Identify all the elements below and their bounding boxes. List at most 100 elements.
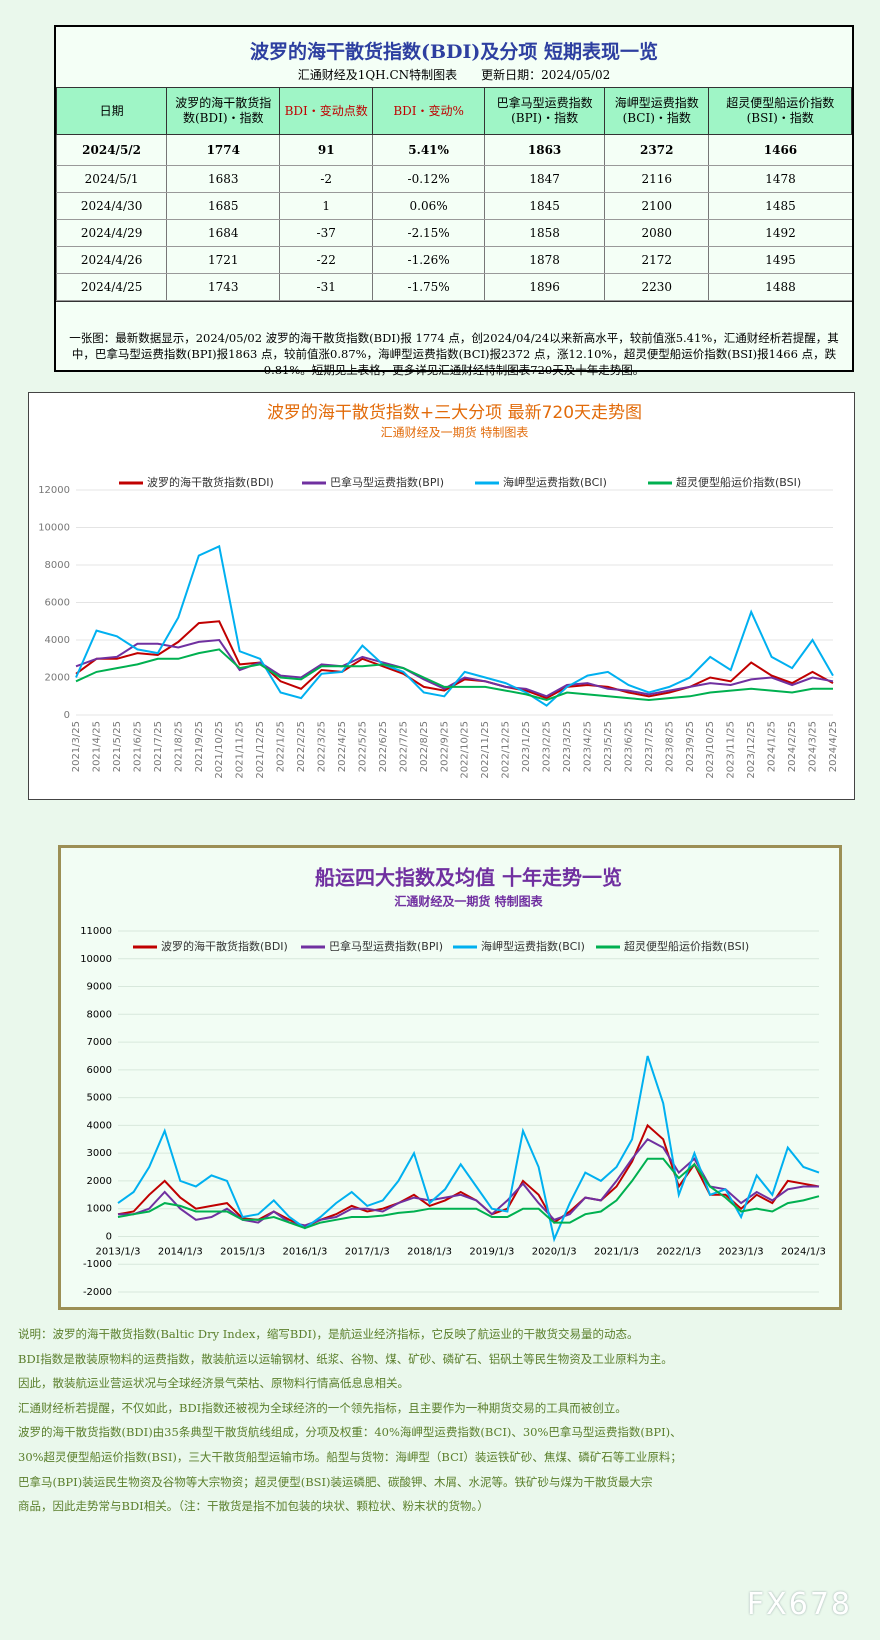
- chart-box: 0 2000 4000 6000 8000 10000 12000 2021/3/25 2021…: [28, 392, 855, 800]
- cell: 5.41%: [372, 134, 485, 166]
- column-header: 超灵便型船运价指数(BSI)・指数: [708, 87, 852, 135]
- y-tick-label: 8000: [45, 560, 70, 571]
- x-tick-label: 2022/10/25: [460, 721, 471, 779]
- series-line: [117, 1157, 820, 1230]
- y-tick-label: 5000: [87, 1093, 112, 1104]
- y-tick-label: 12000: [38, 485, 70, 496]
- y-tick-label: -1000: [83, 1259, 112, 1270]
- description: 说明：波罗的海干散货指数(Baltic Dry Index，缩写BDI)，是航运…: [18, 1322, 868, 1519]
- x-tick-label: 2022/12/25: [501, 721, 512, 779]
- y-tick-label: 0: [64, 710, 70, 721]
- legend-label: 波罗的海干散货指数(BDI): [161, 939, 288, 953]
- chart-title: 船运四大指数及均值 十年走势一览: [315, 866, 622, 890]
- x-tick-label: 2021/7/25: [153, 721, 164, 772]
- note: 一张图：最新数据显示，2024/05/02 波罗的海干散货指数(BDI)报 17…: [56, 301, 852, 378]
- cell: 1492: [708, 219, 852, 247]
- cell: 1845: [484, 192, 605, 220]
- y-tick-label: 2000: [45, 673, 70, 684]
- x-tick-label: 2022/8/25: [419, 721, 430, 772]
- cell: 1478: [708, 165, 852, 193]
- cell: 0.06%: [372, 192, 485, 220]
- x-tick-label: 2021/5/25: [112, 721, 123, 772]
- cell: -0.12%: [372, 165, 485, 193]
- chart-subtitle: 汇通财经及一期货 特制图表: [381, 425, 529, 440]
- y-tick-label: 3000: [87, 1148, 112, 1159]
- x-tick-label: 2022/1/3: [656, 1246, 701, 1257]
- watermark: FX678: [746, 1587, 852, 1622]
- x-tick-label: 2021/6/25: [132, 721, 143, 772]
- source: 汇通财经及1QH.CN特制图表: [297, 68, 458, 82]
- table-title: 波罗的海干散货指数(BDI)及分项 短期表现一览: [249, 41, 659, 63]
- description-line: 商品，因此走势常与BDI相关。（注：干散货是指不加包装的块状、颗粒状、粉末状的货…: [18, 1499, 489, 1514]
- y-tick-label: 4000: [45, 635, 70, 646]
- column-header: BDI・变动点数: [279, 87, 374, 135]
- cell: 1485: [708, 192, 852, 220]
- x-tick-label: 2014/1/3: [158, 1246, 203, 1257]
- cell: 1878: [484, 246, 605, 274]
- legend-label: 超灵便型船运价指数(BSI): [624, 939, 749, 953]
- table-row: 2024/4/26 1721 -22 -1.26% 1878 2172 1495: [55, 246, 852, 274]
- x-tick-label: 2023/8/25: [664, 721, 675, 772]
- x-tick-label: 2023/9/25: [685, 721, 696, 772]
- column-header: BDI・变动%: [372, 87, 486, 135]
- x-tick-label: 2015/1/3: [220, 1246, 265, 1257]
- description-line: 巴拿马(BPI)装运民生物资及谷物等大宗物资；超灵便型(BSI)装运磷肥、碳酸钾…: [18, 1474, 653, 1489]
- x-tick-label: 2022/2/25: [296, 721, 307, 772]
- x-tick-label: 2022/6/25: [378, 721, 389, 772]
- column-header: 波罗的海干散货指数(BDI)・指数: [166, 87, 281, 135]
- x-tick-label: 2022/4/25: [337, 721, 348, 772]
- description-line: 说明：波罗的海干散货指数(Baltic Dry Index，缩写BDI)，是航运…: [18, 1327, 639, 1341]
- column-header: 巴拿马型运费指数(BPI)・指数: [484, 87, 606, 135]
- legend-label: 波罗的海干散货指数(BDI): [147, 475, 274, 489]
- cell: -1.26%: [372, 246, 485, 274]
- x-tick-label: 2024/1/3: [781, 1246, 826, 1257]
- legend-label: 巴拿马型运费指数(BPI): [329, 939, 443, 953]
- x-tick-label: 2022/1/25: [276, 721, 287, 772]
- x-tick-label: 2023/10/25: [705, 721, 716, 779]
- y-tick-label: 9000: [87, 982, 112, 993]
- cell: 1: [279, 192, 373, 220]
- cell: 2024/4/30: [55, 192, 167, 220]
- cell: 2116: [604, 165, 709, 193]
- cell: 1896: [484, 273, 605, 301]
- x-tick-label: 2021/11/25: [235, 721, 246, 779]
- x-tick-label: 2022/9/25: [439, 721, 450, 772]
- x-tick-label: 2022/3/25: [317, 721, 328, 772]
- x-tick-label: 2023/1/3: [719, 1246, 764, 1257]
- cell: 2100: [604, 192, 709, 220]
- cell: 2024/4/26: [55, 246, 167, 274]
- x-tick-label: 2020/1/3: [532, 1246, 577, 1257]
- chart: 0 2000 4000 6000 8000 10000 12000 2021/3/25 2021…: [38, 403, 839, 779]
- legend-label: 超灵便型船运价指数(BSI): [676, 475, 801, 489]
- cell: 2024/4/25: [55, 273, 167, 301]
- cell: 1721: [166, 246, 280, 274]
- legend-label: 海岬型运费指数(BCI): [481, 939, 585, 953]
- description-line: 因此，散装航运业营运状况与全球经济景气荣枯、原物料行情高低息息相关。: [18, 1376, 409, 1391]
- x-tick-label: 2021/1/3: [594, 1246, 639, 1257]
- series-line: [75, 648, 833, 702]
- cell: 1685: [166, 192, 280, 220]
- chart-title: 波罗的海干散货指数+三大分项 最新720天走势图: [267, 403, 642, 423]
- x-tick-label: 2024/2/25: [787, 721, 798, 772]
- y-tick-label: 4000: [87, 1120, 112, 1131]
- x-tick-label: 2023/11/25: [726, 721, 737, 779]
- description-line: 波罗的海干散货指数(BDI)由35条典型干散货航线组成，分项及权重：40%海岬型…: [18, 1425, 682, 1440]
- table-row: 2024/5/1 1683 -2 -0.12% 1847 2116 1478: [55, 165, 852, 193]
- cell: 1495: [708, 246, 852, 274]
- y-tick-label: 2000: [87, 1176, 112, 1187]
- x-tick-label: 2019/1/3: [469, 1246, 514, 1257]
- x-tick-label: 2022/11/25: [480, 721, 491, 779]
- series-line: [117, 1123, 820, 1228]
- description-line: 汇通财经析若提醒，不仅如此，BDI指数还被视为全球经济的一个领先指标，且主要作为…: [18, 1400, 627, 1415]
- x-tick-label: 2021/10/25: [214, 721, 225, 779]
- y-tick-label: 6000: [45, 598, 70, 609]
- cell: 2230: [604, 273, 709, 301]
- cell: 1858: [484, 219, 605, 247]
- cell: -22: [279, 246, 373, 274]
- x-tick-label: 2022/7/25: [398, 721, 409, 772]
- legend-label: 巴拿马型运费指数(BPI): [330, 475, 444, 489]
- y-tick-label: 10000: [38, 523, 70, 534]
- table-row: 2024/4/30 1685 1 0.06% 1845 2100 1485: [55, 192, 852, 220]
- x-tick-label: 2018/1/3: [407, 1246, 452, 1257]
